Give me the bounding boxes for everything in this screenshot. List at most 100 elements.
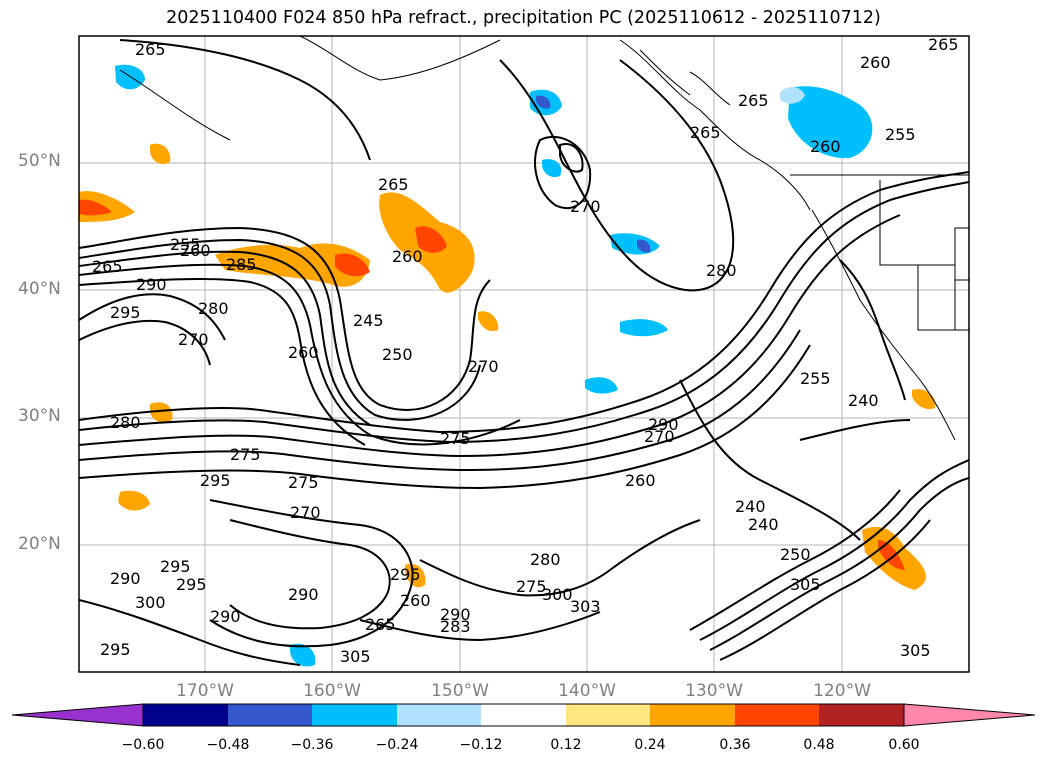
colorbar-tick-label: 0.48 [803,737,835,753]
precip-patch-n-blue [542,159,562,178]
contour-label: 270 [468,357,499,376]
contour-label: 275 [516,577,547,596]
precip-patch-sw-blue [290,643,316,667]
colorbar-tick-label: 0.12 [550,737,582,753]
precip-patch-west-core [335,253,370,277]
contour-label: 290 [288,585,319,604]
contour-label: 260 [860,53,891,72]
precip-patch-mid [620,319,668,337]
contour-label: 285 [226,255,257,274]
precip-patch-bc [788,86,873,159]
contour-label: 260 [392,247,423,266]
colorbar-tick-label: −0.60 [121,737,165,753]
lon-label: 150°W [431,681,489,701]
contour-label: 305 [900,641,931,660]
contour-label: 275 [230,445,261,464]
contour-label: 290 [136,275,167,294]
contour-label: 255 [800,369,831,388]
contour-label: 280 [706,261,737,280]
contour-label: 290 [648,415,679,434]
colorbar-swatch [228,704,312,726]
lon-label: 160°W [303,681,361,701]
colorbar-tick-label: 0.60 [888,737,920,753]
colorbar-tick-label: 0.36 [719,737,751,753]
contour-label: 300 [542,585,573,604]
contour-label: 240 [748,515,779,534]
colorbar-swatch [143,704,228,726]
contour-label: 295 [100,640,131,659]
contour-label: 245 [353,311,384,330]
colorbar-tick-label: −0.12 [459,737,503,753]
contour-label: 270 [644,427,675,446]
lon-label: 120°W [813,681,871,701]
colorbar-extend-min [11,703,144,727]
contour-label: 280 [530,550,561,569]
contour-label: 265 [738,91,769,110]
contour-label: 283 [440,617,471,636]
lat-label: 30°N [18,406,61,426]
precip-patch-hawaii [405,563,426,588]
contour-label: 260 [288,343,319,362]
contour-label: 250 [382,345,413,364]
precip-patch-aleut [115,64,145,90]
colorbar-tick-label: −0.48 [206,737,250,753]
contour-label: 290 [110,569,141,588]
coastlines [119,36,969,441]
map-frame [78,35,970,673]
colorbar-swatch [312,704,397,726]
colorbar-swatch [650,704,735,726]
precip-patch-sw [150,402,173,423]
precip-patch-ne-core [536,95,551,109]
contour-label: 270 [178,330,209,349]
contour-label: 250 [780,545,811,564]
contour-label: 265 [92,257,123,276]
precip-patch-east-core [637,239,651,253]
lon-label: 140°W [558,681,616,701]
colorbar-swatch [397,704,481,726]
contour-label: 240 [735,497,766,516]
contour-label: 260 [400,591,431,610]
colorbar [11,703,1036,727]
colorbar-tick-label: 0.24 [634,737,666,753]
precip-patch-gulf-small [478,311,499,332]
contour-label: 295 [110,303,141,322]
colorbar-extend-max [903,703,1036,727]
precip-patch-core [415,226,447,253]
contour-label: 265 [135,40,166,59]
contour-labels: 265 260 265 265 260 265 255 260 270 280 … [92,36,959,666]
colorbar-swatch [481,704,566,726]
contour-label: 305 [790,575,821,594]
precip-patch-nw [150,143,171,165]
contour-label: 295 [390,565,421,584]
contour-label: 303 [570,597,601,616]
colorbar-swatch [566,704,650,726]
precip-patch-w-tropics [118,490,150,511]
colorbar-tick-label: −0.24 [375,737,419,753]
colorbar-tick-label: −0.36 [290,737,334,753]
lat-label: 20°N [18,534,61,554]
precip-patch-south [585,377,618,394]
contour-label: 260 [810,137,841,156]
contour-label: 260 [180,241,211,260]
contour-label: 265 [690,123,721,142]
contour-label: 265 [378,175,409,194]
contour-label: 270 [570,197,601,216]
contour-label: 270 [290,503,321,522]
contour-label: 295 [200,471,231,490]
precip-patch-baja-core [878,540,905,570]
contour-label: 290 [210,607,241,626]
contour-label: 300 [135,593,166,612]
colorbar-swatch [819,704,904,726]
contour-label: 260 [625,471,656,490]
contour-label: 280 [110,413,141,432]
contour-label: 265 [365,615,396,634]
colorbar-swatch [735,704,819,726]
refractivity-contours [79,39,969,666]
lat-label: 40°N [18,279,61,299]
contour-label: 255 [170,235,201,254]
lon-label: 130°W [685,681,743,701]
contour-label: 290 [440,605,471,624]
precip-patch-bc-light [780,86,805,104]
contour-label: 255 [885,125,916,144]
